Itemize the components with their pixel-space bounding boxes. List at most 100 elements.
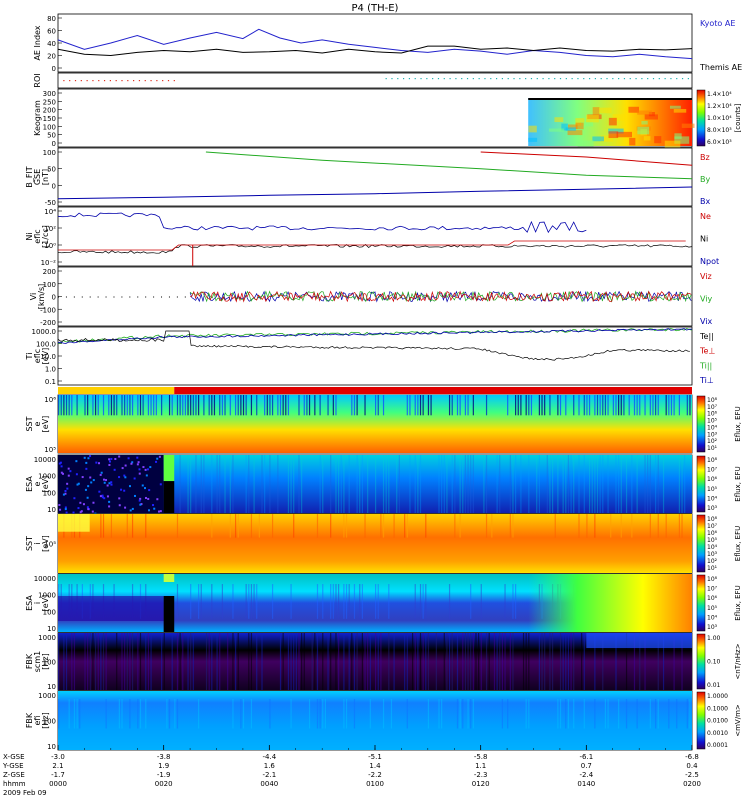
xaxis-value-3-5: 0140 bbox=[577, 780, 595, 788]
spectro-stripe-sst_e bbox=[507, 395, 509, 416]
esa-e-speckle bbox=[69, 470, 72, 473]
spectro-stripe-sst_e bbox=[176, 395, 179, 416]
esa-e-speckle bbox=[89, 455, 92, 458]
spectro-stripe-sst_e bbox=[213, 395, 216, 416]
colorbar-tick-sst_i-3: 10⁵ bbox=[707, 537, 718, 544]
spectro-stripe-fbk_b bbox=[356, 633, 358, 690]
spectro-stripe-esa_e bbox=[657, 455, 659, 513]
panel-frame-ni bbox=[57, 206, 693, 267]
ytick-esa_e-3: 10 bbox=[47, 506, 56, 514]
spectro-stripe-sst_e bbox=[382, 395, 385, 416]
spectro-stripe-sst_e bbox=[308, 395, 311, 416]
spectro-stripe-sst_e bbox=[655, 395, 657, 416]
esa-e-speckle bbox=[131, 507, 134, 510]
esa-e-speckle bbox=[108, 482, 111, 485]
spectro-stripe-sst_e bbox=[60, 395, 62, 416]
spectro-stripe-esa_e bbox=[483, 455, 485, 513]
esa-e-speckle bbox=[61, 472, 64, 475]
spectro-stripe-fbk_b bbox=[488, 633, 490, 690]
spectro-stripe-sst_e bbox=[137, 395, 139, 416]
spectro-stripe-fbk_b bbox=[377, 633, 379, 690]
spectro-stripe-fbk_b bbox=[565, 633, 567, 690]
spectro-stripe-fbk_e bbox=[232, 699, 234, 729]
ytick-bfit-1: 50 bbox=[47, 166, 56, 174]
spectro-stripe-sst_e bbox=[153, 395, 155, 416]
spectro-stripe-fbk_e bbox=[174, 699, 176, 729]
esa-e-speckle bbox=[118, 476, 121, 479]
spectro-stripe-esa_e bbox=[359, 455, 361, 513]
esa-e-speckle bbox=[148, 489, 151, 492]
esa-e-speckle bbox=[92, 501, 95, 504]
colorbar-label-fbk_b: <nT/nHz> bbox=[734, 643, 742, 679]
colorbar-fbk_e bbox=[696, 691, 706, 750]
spectro-stripe-fbk_e bbox=[427, 699, 430, 729]
spectro-stripe-fbk_e bbox=[655, 699, 657, 729]
colorbar-tick-esa_e-5: 10³ bbox=[707, 505, 718, 512]
colorbar-tick-esa_e-1: 10⁷ bbox=[707, 467, 718, 474]
spectro-stripe-esa_e bbox=[562, 455, 564, 513]
series-ae-1 bbox=[57, 45, 693, 57]
roi-mark-cyan bbox=[530, 78, 533, 80]
xaxis-value-0-0: -3.0 bbox=[51, 753, 65, 761]
spectro-stripe-fbk_b bbox=[335, 633, 337, 690]
spectro-stripe-fbk_b bbox=[161, 633, 163, 690]
spectro-stripe-esa_i bbox=[176, 584, 179, 619]
colorbar-tick-fbk_e-4: 0.0001 bbox=[707, 742, 728, 749]
spectro-stripe-sst_e bbox=[573, 395, 575, 416]
xaxis-value-3-1: 0020 bbox=[155, 780, 173, 788]
spectro-stripe-fbk_b bbox=[425, 633, 427, 690]
spectro-stripe-sst_e bbox=[229, 395, 231, 416]
spectro-stripe-esa_e bbox=[536, 455, 538, 513]
spectro-stripe-sst_e bbox=[182, 395, 184, 416]
roi-mark-cyan bbox=[472, 78, 474, 80]
spectro-stripe-esa_e bbox=[528, 455, 530, 513]
spectro-stripe-sst_e bbox=[459, 395, 461, 416]
spectro-stripe-sst_e bbox=[464, 395, 467, 416]
ytick-sst_e-0: 10⁶ bbox=[44, 396, 56, 404]
spectro-stripe-fbk_b bbox=[338, 633, 340, 690]
roi-mark-cyan bbox=[559, 78, 562, 80]
esa-e-speckle bbox=[77, 507, 80, 510]
spectro-stripe-sst_e bbox=[668, 395, 670, 416]
colorbar-esa_e bbox=[696, 455, 706, 513]
esa-e-speckle bbox=[127, 457, 130, 460]
spectro-stripe-esa_e bbox=[472, 455, 474, 513]
ylabel-keogram-0: Keogram bbox=[33, 100, 42, 136]
spectro-stripe-esa_e bbox=[409, 455, 411, 513]
colorbar-label-sst_i: Eflux, EFU bbox=[734, 526, 742, 561]
spectro-stripe-fbk_b bbox=[414, 633, 416, 690]
roi-mark-red bbox=[115, 80, 117, 82]
spectro-stripe-sst_e bbox=[264, 395, 266, 416]
roi-mark-cyan bbox=[687, 78, 689, 80]
spectro-stripe-esa_e bbox=[567, 455, 570, 513]
colorbar-label-keogram: [counts] bbox=[734, 103, 742, 132]
spectro-stripe-fbk_b bbox=[496, 633, 498, 690]
spectro-stripe-sst_e bbox=[221, 395, 223, 416]
vi-dot bbox=[89, 296, 91, 298]
spectro-stripe-fbk_b bbox=[567, 633, 570, 690]
spectro-stripe-sst_e bbox=[245, 395, 247, 416]
keogram-cell bbox=[669, 105, 681, 109]
spectro-stripe-sst_e bbox=[541, 395, 543, 416]
spectro-stripe-fbk_b bbox=[290, 633, 292, 690]
ylabel-ae-0: AE Index bbox=[33, 25, 42, 60]
colorbar-tick-keogram-1: 1.2×10⁴ bbox=[707, 103, 732, 110]
spectro-stripe-sst_i bbox=[620, 514, 622, 538]
spectro-stripe-esa_e bbox=[596, 455, 599, 513]
roi-mark-red bbox=[86, 80, 88, 82]
spectro-stripe-esa_e bbox=[618, 455, 620, 513]
colorbar-tick-keogram-2: 1.0×10⁴ bbox=[707, 115, 732, 122]
ytick-ti-4: 0.1 bbox=[45, 378, 56, 386]
spectro-stripe-sst_e bbox=[102, 395, 105, 416]
spectro-stripe-esa_e bbox=[229, 455, 231, 513]
spectro-stripe-sst_e bbox=[161, 395, 163, 416]
esa-e-speckle bbox=[144, 468, 147, 471]
spectro-stripe-esa_e bbox=[615, 455, 617, 513]
ylabel-fbk_e-0: FBK bbox=[25, 712, 34, 728]
esa-e-speckle bbox=[139, 503, 142, 506]
series-ni-ne bbox=[58, 240, 686, 251]
spectro-stripe-sst_i bbox=[110, 514, 113, 538]
spectro-stripe-fbk_b bbox=[97, 633, 99, 690]
spectro-stripe-sst_i bbox=[258, 514, 260, 538]
